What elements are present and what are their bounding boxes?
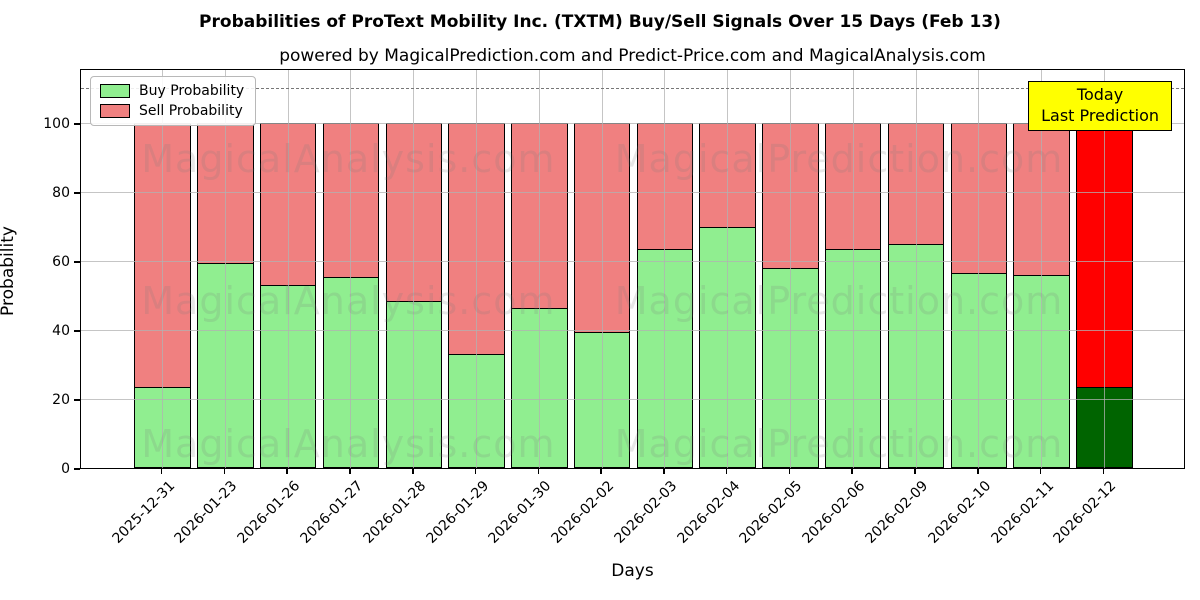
buy-legend-label: Buy Probability: [139, 83, 245, 99]
h-gridline: [81, 122, 1184, 124]
v-gridline: [413, 70, 415, 468]
v-gridline: [978, 70, 980, 468]
x-tick-label: 2026-02-06: [799, 478, 869, 547]
v-gridline: [162, 70, 164, 468]
y-tick-label: 20: [52, 392, 70, 409]
x-tick-label: 2026-02-10: [925, 478, 995, 547]
v-gridline: [789, 70, 791, 468]
x-tick: [1039, 469, 1042, 474]
x-tick-label: 2026-02-12: [1050, 478, 1120, 547]
x-axis-label: Days: [611, 561, 654, 581]
x-tick-label: 2026-02-03: [611, 478, 681, 547]
x-tick: [537, 469, 540, 474]
v-gridline: [287, 70, 289, 468]
x-tick-label: 2026-02-04: [674, 478, 743, 547]
x-tick-label: 2026-01-30: [485, 478, 555, 547]
sell-legend-swatch: [100, 104, 130, 118]
legend: Buy Probability Sell Probability: [90, 76, 257, 126]
watermark: MagicalPrediction.com: [614, 137, 1064, 181]
y-tick: [74, 192, 80, 194]
x-tick-label: 2026-01-27: [297, 478, 367, 547]
x-tick: [223, 469, 226, 474]
watermark: MagicalPrediction.com: [614, 422, 1064, 466]
v-gridline: [538, 70, 540, 468]
x-tick: [725, 469, 728, 474]
v-gridline: [852, 70, 854, 468]
h-gridline: [81, 398, 1184, 400]
x-tick: [914, 469, 916, 474]
x-tick: [349, 469, 351, 474]
sell-legend-label: Sell Probability: [139, 103, 243, 119]
h-gridline: [81, 329, 1184, 331]
v-gridline: [1103, 70, 1105, 468]
h-gridline: [81, 260, 1184, 262]
x-tick-label: 2026-02-09: [862, 478, 932, 547]
chart-title: Probabilities of ProText Mobility Inc. (…: [199, 12, 1001, 32]
x-tick: [412, 469, 414, 474]
watermark: MagicalAnalysis.com: [141, 422, 556, 466]
y-tick: [74, 123, 80, 125]
x-tick: [851, 469, 853, 474]
y-tick: [74, 399, 80, 401]
v-gridline: [601, 70, 603, 468]
x-tick: [1102, 469, 1105, 474]
plot-area: Buy Probability Sell Probability Magical…: [80, 69, 1185, 469]
y-tick-label: 100: [43, 116, 70, 133]
v-gridline: [915, 70, 917, 468]
v-gridline: [727, 70, 729, 468]
legend-item-sell: Sell Probability: [100, 104, 244, 118]
today-annotation: Today Last Prediction: [1028, 81, 1172, 132]
y-tick-label: 80: [52, 185, 70, 202]
buy-legend-swatch: [100, 84, 130, 98]
v-gridline: [224, 70, 226, 468]
x-tick-label: 2026-02-05: [736, 478, 806, 547]
v-gridline: [1041, 70, 1043, 468]
watermark: MagicalAnalysis.com: [141, 279, 556, 323]
x-tick-label: 2026-02-02: [548, 478, 618, 547]
x-tick-label: 2025-12-31: [109, 478, 178, 547]
v-gridline: [350, 70, 352, 468]
today-annotation-line1: Today: [1076, 85, 1124, 104]
v-gridline: [664, 70, 666, 468]
x-tick: [663, 469, 665, 474]
x-tick-label: 2026-01-28: [360, 478, 430, 547]
y-tick-label: 40: [52, 323, 70, 340]
y-tick-label: 0: [61, 461, 70, 477]
x-tick: [474, 469, 477, 474]
y-tick: [74, 468, 80, 470]
x-tick: [977, 469, 979, 474]
legend-item-buy: Buy Probability: [100, 84, 244, 98]
y-tick: [74, 330, 80, 332]
chart-subtitle: powered by MagicalPrediction.com and Pre…: [279, 46, 986, 66]
h-gridline: [81, 191, 1184, 193]
y-tick-label: 60: [52, 254, 70, 271]
watermark: MagicalPrediction.com: [614, 279, 1064, 323]
y-axis-label: Probability: [0, 226, 18, 316]
x-tick-label: 2026-01-29: [422, 478, 492, 547]
v-gridline: [476, 70, 478, 468]
today-annotation-line2: Last Prediction: [1041, 106, 1159, 126]
x-tick-label: 2026-01-23: [171, 478, 241, 547]
x-tick: [286, 469, 288, 474]
x-tick: [160, 469, 163, 474]
watermark: MagicalAnalysis.com: [141, 137, 556, 181]
x-tick: [788, 469, 791, 474]
x-tick-label: 2026-01-26: [234, 478, 304, 547]
x-tick: [600, 469, 602, 474]
dashed-threshold-line: [81, 87, 1184, 89]
y-tick: [74, 261, 80, 263]
x-tick-label: 2026-02-11: [988, 478, 1057, 547]
